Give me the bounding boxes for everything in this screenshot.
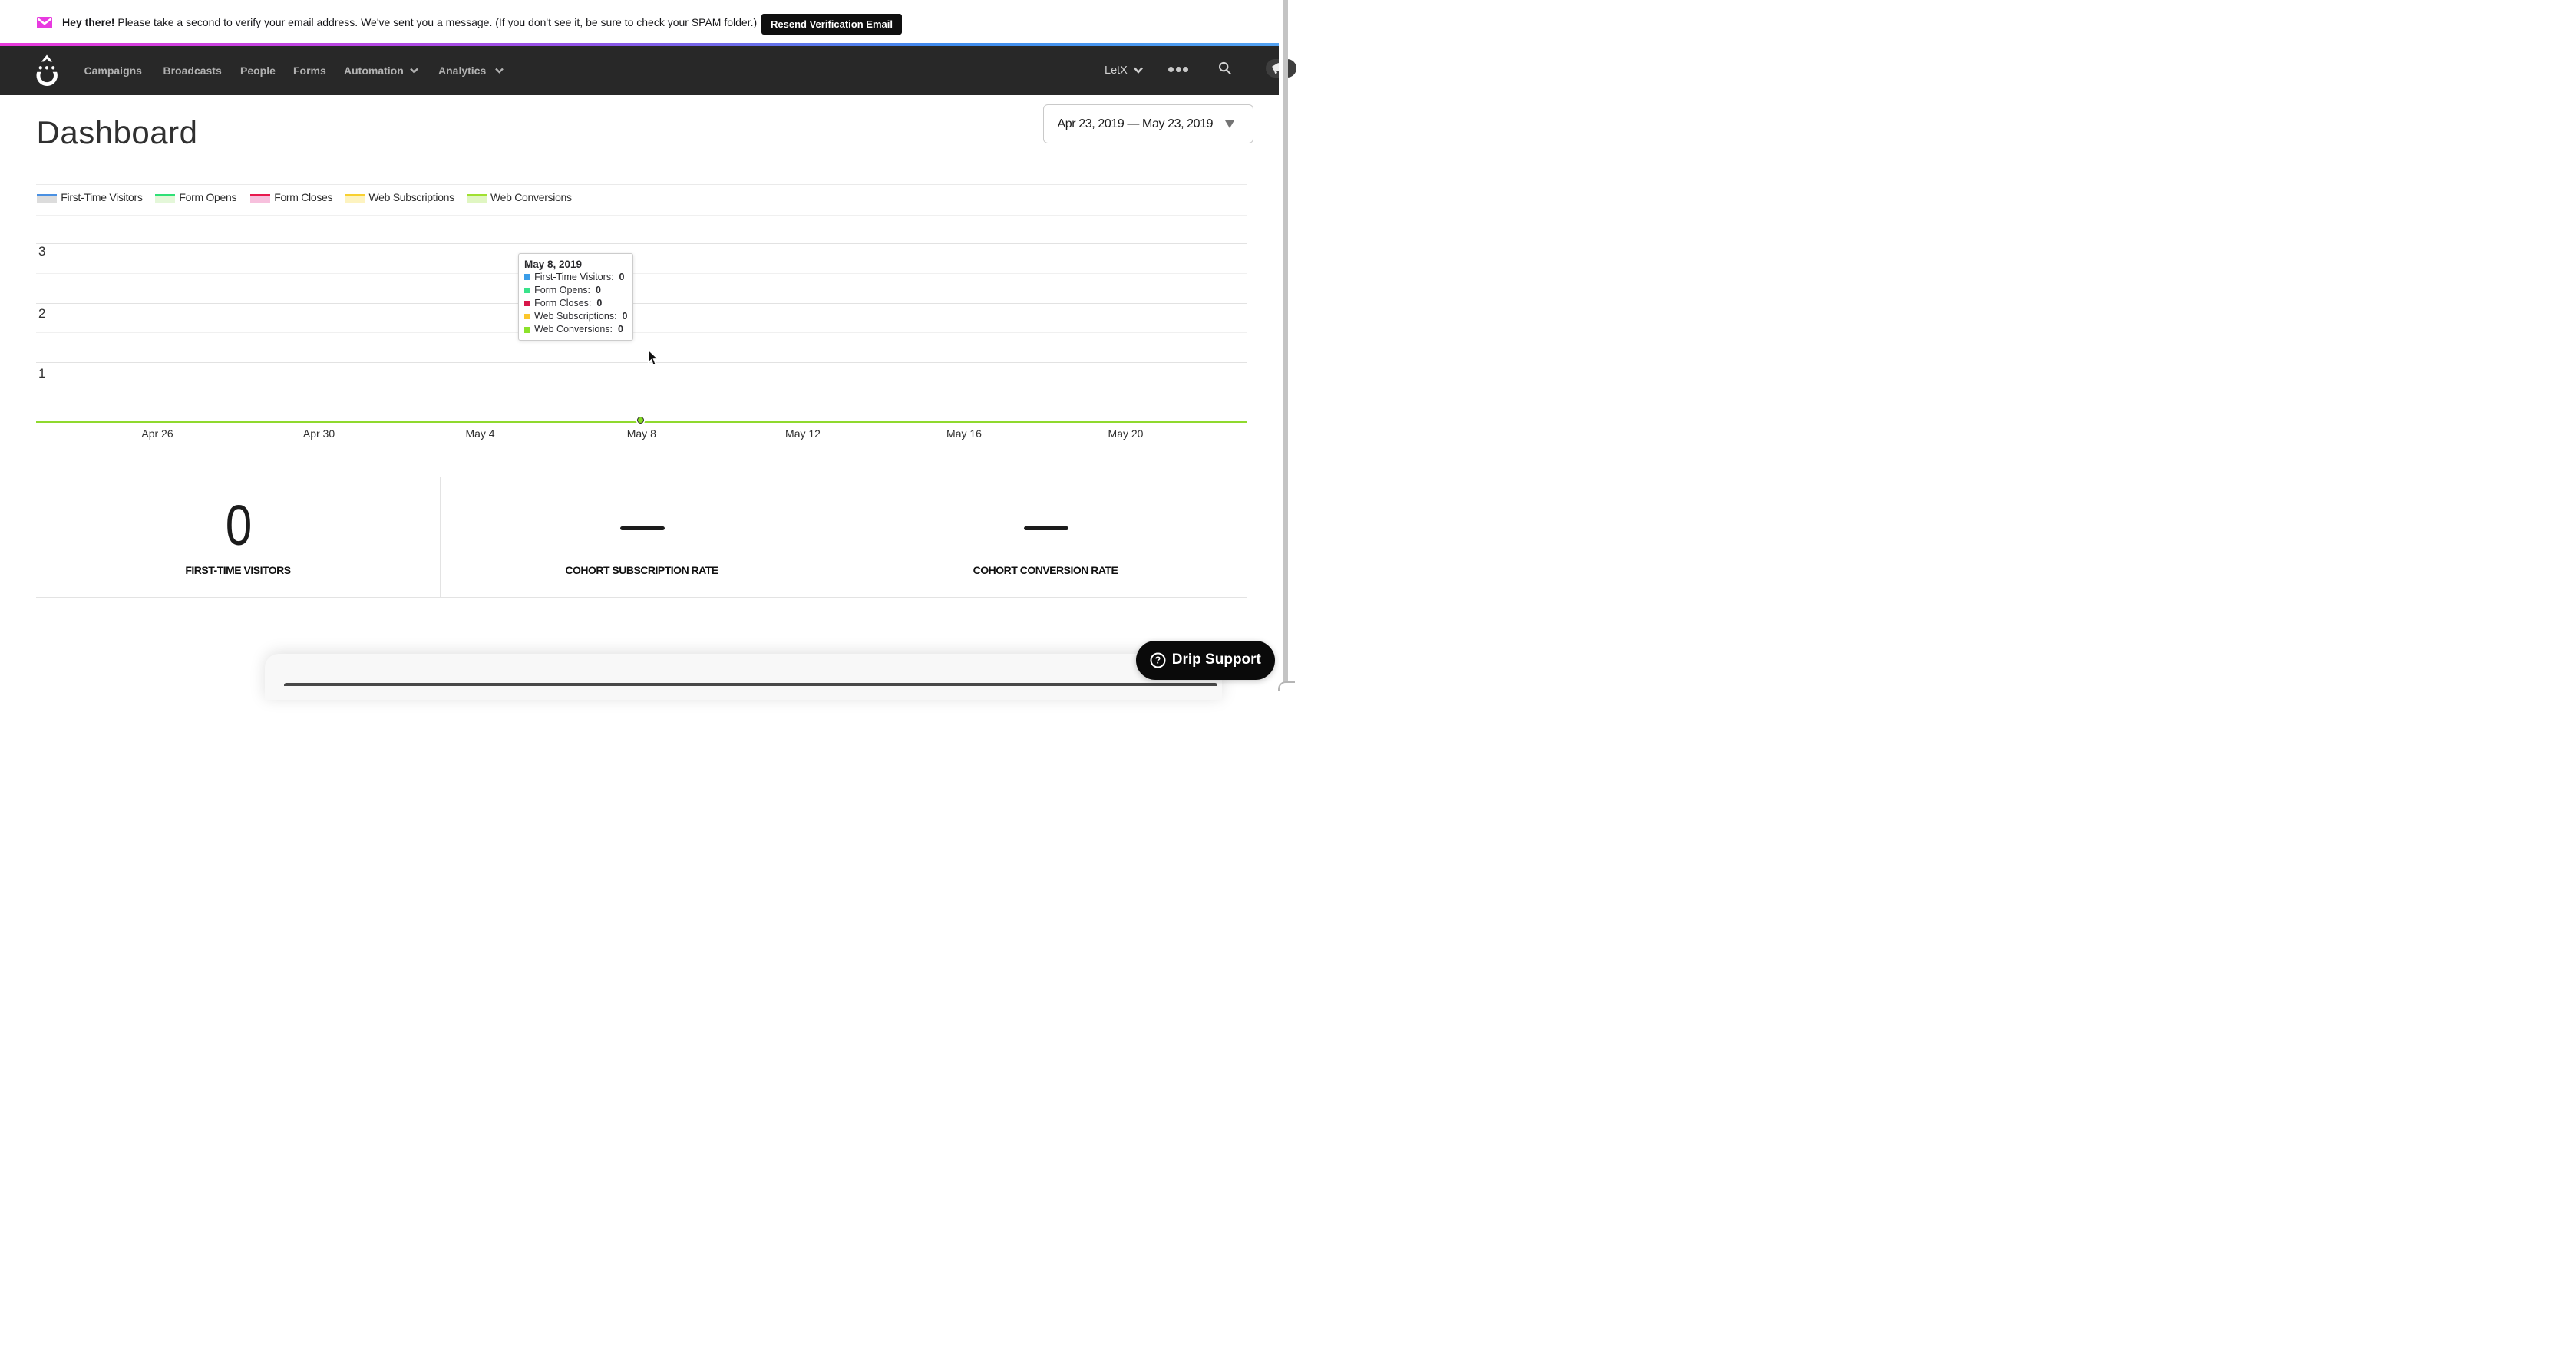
svg-text:?: ? xyxy=(1154,655,1161,665)
